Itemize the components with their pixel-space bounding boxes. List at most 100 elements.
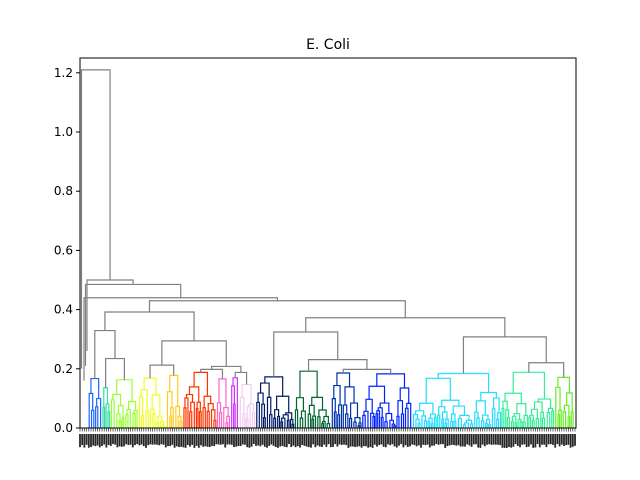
leaf-label-mark (477, 434, 480, 448)
dendrogram-link (375, 413, 379, 428)
dendrogram-link (185, 393, 194, 403)
leaf-label-mark (382, 434, 385, 447)
leaf-label-mark (492, 434, 495, 445)
leaf-label-mark (244, 434, 246, 445)
leaf-label-mark (252, 434, 255, 445)
leaf-label-mark (384, 434, 387, 448)
dendrogram-link (273, 417, 277, 428)
dendrogram-link (251, 411, 256, 428)
dendrogram-link (485, 422, 488, 428)
leaf-label-mark (303, 434, 306, 446)
dendrogram-link (259, 382, 270, 398)
dendrogram-link (438, 406, 446, 416)
leaf-label-mark (365, 434, 367, 447)
leaf-label-mark (151, 434, 154, 445)
dendrogram-link (95, 406, 99, 428)
leaf-label-mark (332, 434, 334, 447)
leaf-label-mark (169, 434, 172, 447)
dendrogram-link (567, 416, 571, 428)
leaf-label-mark (503, 434, 506, 448)
dendrogram-link (428, 417, 433, 424)
dendrogram-link (462, 336, 547, 374)
dendrogram-link (156, 421, 160, 428)
leaf-label-mark (206, 434, 209, 447)
leaf-label-mark (98, 434, 101, 448)
leaf-label-mark (217, 434, 220, 445)
leaf-label-mark (222, 434, 224, 445)
leaf-label-mark (470, 434, 473, 447)
leaf-label-mark (334, 434, 337, 445)
dendrogram-link (263, 417, 266, 428)
dendrogram-link (531, 419, 535, 428)
dendrogram-link (132, 412, 136, 428)
dendrogram-link (505, 409, 510, 428)
leaf-label-mark (109, 434, 112, 446)
dendrogram-link (537, 398, 552, 409)
dendrogram-link (551, 410, 555, 428)
leaf-label-mark (182, 434, 185, 448)
dendrogram-link (308, 404, 315, 417)
dendrogram-link (338, 404, 343, 428)
leaf-label-mark (362, 434, 365, 447)
dendrogram-link (94, 329, 116, 379)
leaf-label-mark (519, 434, 521, 448)
leaf-label-mark (327, 434, 330, 445)
leaf-label-mark (129, 434, 132, 445)
dendrogram-link (363, 410, 369, 428)
leaf-label-mark (404, 434, 407, 446)
dendrogram-link (459, 414, 470, 421)
dendrogram-link (149, 408, 155, 428)
dendrogram-link (497, 412, 502, 428)
dendrogram-link (321, 422, 325, 428)
leaf-label-mark (391, 434, 394, 445)
dendrogram-link (404, 407, 409, 428)
leaf-label-mark (149, 434, 152, 445)
leaf-label-mark (446, 434, 449, 447)
dendrogram-link (350, 402, 359, 419)
dendrogram-link (317, 416, 321, 428)
leaf-label-mark (147, 434, 150, 446)
leaf-label-mark (323, 434, 326, 445)
leaf-label-mark (552, 434, 554, 445)
leaf-label-mark (233, 434, 235, 448)
dendrogram-link (449, 420, 454, 428)
leaf-label-mark (428, 434, 431, 448)
leaf-label-mark (138, 434, 141, 446)
leaf-label-mark (459, 434, 462, 447)
leaf-label-mark (435, 434, 438, 445)
leaf-label-mark (281, 434, 284, 446)
leaf-label-mark (565, 434, 568, 446)
leaf-label-mark (259, 434, 262, 447)
leaf-label-mark (158, 434, 161, 446)
leaf-label-mark (261, 434, 264, 445)
leaf-label-mark (523, 434, 526, 445)
leaf-label-mark (549, 434, 552, 445)
leaf-label-mark (532, 434, 535, 448)
leaf-label-mark (208, 434, 211, 448)
leaf-label-mark (543, 434, 546, 445)
leaf-label-mark (393, 434, 396, 447)
dendrogram-link (245, 417, 249, 428)
leaf-label-mark (283, 434, 286, 447)
leaf-label-mark (371, 434, 374, 448)
dendrogram-link (125, 414, 129, 428)
dendrogram-link (546, 412, 551, 428)
leaf-label-mark (270, 434, 273, 445)
dendrogram-link (161, 340, 227, 367)
dendrogram-link (504, 392, 522, 404)
leaf-label-mark (215, 434, 218, 445)
leaf-label-mark (563, 434, 565, 446)
dendrogram-link (384, 421, 388, 428)
leaf-label-mark (501, 434, 504, 448)
dendrogram-link (300, 410, 306, 428)
dendrogram-link (349, 417, 353, 428)
dendrogram-link (248, 403, 255, 413)
leaf-label-mark (455, 434, 458, 446)
leaf-label-mark (136, 434, 139, 445)
dendrogram-link (530, 408, 538, 419)
dendrogram-link (400, 413, 405, 428)
leaf-label-mark (464, 434, 466, 447)
dendrogram-link (198, 410, 202, 428)
dendrogram-link (357, 424, 361, 428)
dendrogram-link (121, 417, 125, 428)
